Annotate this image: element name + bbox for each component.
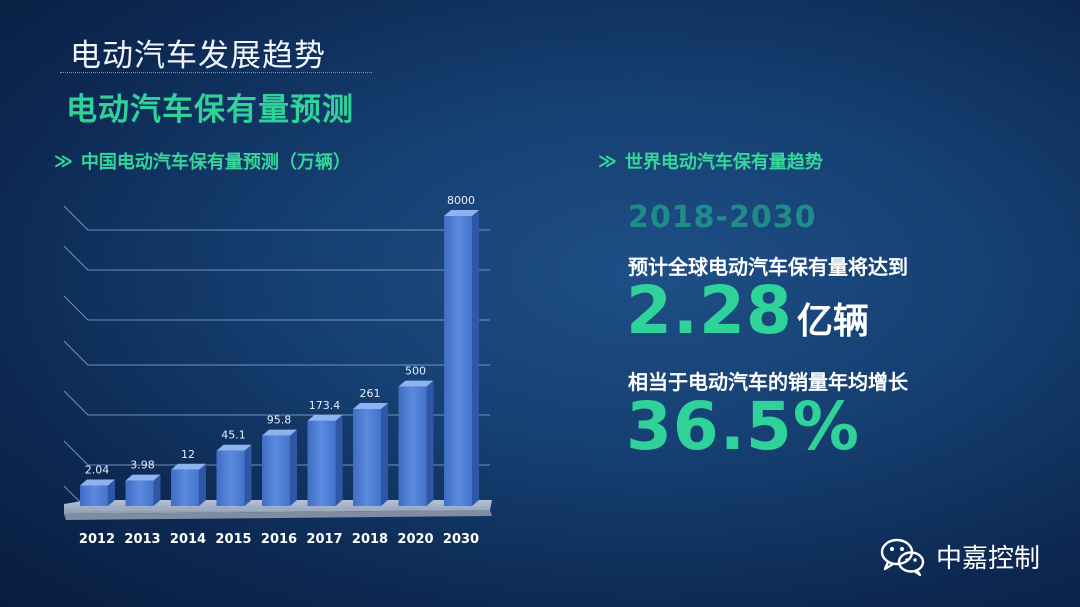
bar-value-label: 45.1 <box>221 429 246 442</box>
bar-value-label: 95.8 <box>267 414 292 427</box>
bar-side <box>381 403 388 506</box>
x-tick-label: 2016 <box>261 532 297 547</box>
bar-value-label: 12 <box>181 448 195 461</box>
bar-top <box>353 403 388 410</box>
bar-top <box>80 479 115 486</box>
watermark-name: 中嘉控制 <box>936 543 1041 574</box>
x-tick-label: 2020 <box>397 532 433 547</box>
bar-side <box>335 414 343 506</box>
wechat-icon <box>880 538 925 576</box>
chart-section-label: 中国电动汽车保有量预测（万辆） <box>80 152 351 173</box>
page-title: 电动汽车发展趋势 <box>70 38 326 74</box>
bar-value-label: 3.98 <box>130 459 155 472</box>
bar-side <box>426 380 434 506</box>
bar-top <box>216 444 252 451</box>
bar <box>398 386 427 506</box>
global-forecast-number: 2.28 <box>626 272 793 349</box>
gridline <box>63 340 490 366</box>
x-tick-label: 2018 <box>352 532 388 547</box>
double-chevron-icon: ≫ <box>598 150 617 172</box>
bar-top <box>307 414 343 421</box>
year-range: 2018-2030 <box>628 200 817 235</box>
watermark: 中嘉控制 <box>878 536 1040 576</box>
chart-section-title: ≫ 中国电动汽车保有量预测（万辆） <box>54 148 351 174</box>
bar-side <box>153 474 161 506</box>
bar-value-label: 8000 <box>447 194 475 207</box>
growth-percent: 36.5% <box>626 388 860 465</box>
bar <box>125 480 154 506</box>
global-forecast-unit: 亿辆 <box>796 301 869 342</box>
bar-top <box>444 210 479 216</box>
gridline <box>63 295 490 321</box>
bar <box>444 216 472 506</box>
bar-value-label: 173.4 <box>309 399 341 412</box>
x-tick-label: 2017 <box>306 532 342 547</box>
bar-value-label: 500 <box>405 365 426 378</box>
title-divider <box>60 72 372 73</box>
x-tick-label: 2030 <box>443 532 479 547</box>
bar <box>307 420 336 506</box>
gridline <box>63 205 490 231</box>
bar-value-label: 2.04 <box>85 463 110 476</box>
bar <box>353 409 381 506</box>
bar <box>216 450 245 506</box>
global-forecast-value: 2.28 亿辆 <box>626 272 869 349</box>
bar-chart: 2.04 2012 3.98 2013 12 2014 45.1 2015 95.8 2016 17… <box>63 194 492 547</box>
world-section-title: ≫ 世界电动汽车保有量趋势 <box>598 148 823 174</box>
global-forecast-text: 预计全球电动汽车保有量将达到 <box>628 255 908 279</box>
page-subtitle: 电动汽车保有量预测 <box>66 92 354 128</box>
bar-top <box>262 429 297 436</box>
growth-text: 相当于电动汽车的销量年均增长 <box>628 370 908 394</box>
bar <box>262 435 290 506</box>
bar-side <box>290 429 297 506</box>
bar-top <box>398 380 434 387</box>
bar-top <box>171 463 206 470</box>
bar <box>80 485 108 506</box>
bar-side <box>472 210 479 506</box>
x-tick-label: 2015 <box>215 532 251 547</box>
gridline <box>63 245 490 271</box>
x-tick-label: 2014 <box>170 532 206 547</box>
bar <box>171 469 199 506</box>
double-chevron-icon: ≫ <box>54 150 73 172</box>
x-tick-label: 2013 <box>124 532 160 547</box>
bar-top <box>125 474 161 481</box>
world-section-label: 世界电动汽车保有量趋势 <box>624 152 823 173</box>
x-tick-label: 2012 <box>79 532 115 547</box>
bar-value-label: 261 <box>360 387 381 400</box>
bar-side <box>199 463 206 506</box>
bar-side <box>108 479 115 506</box>
bar-side <box>244 444 252 506</box>
chart-floor-edge <box>64 510 492 520</box>
